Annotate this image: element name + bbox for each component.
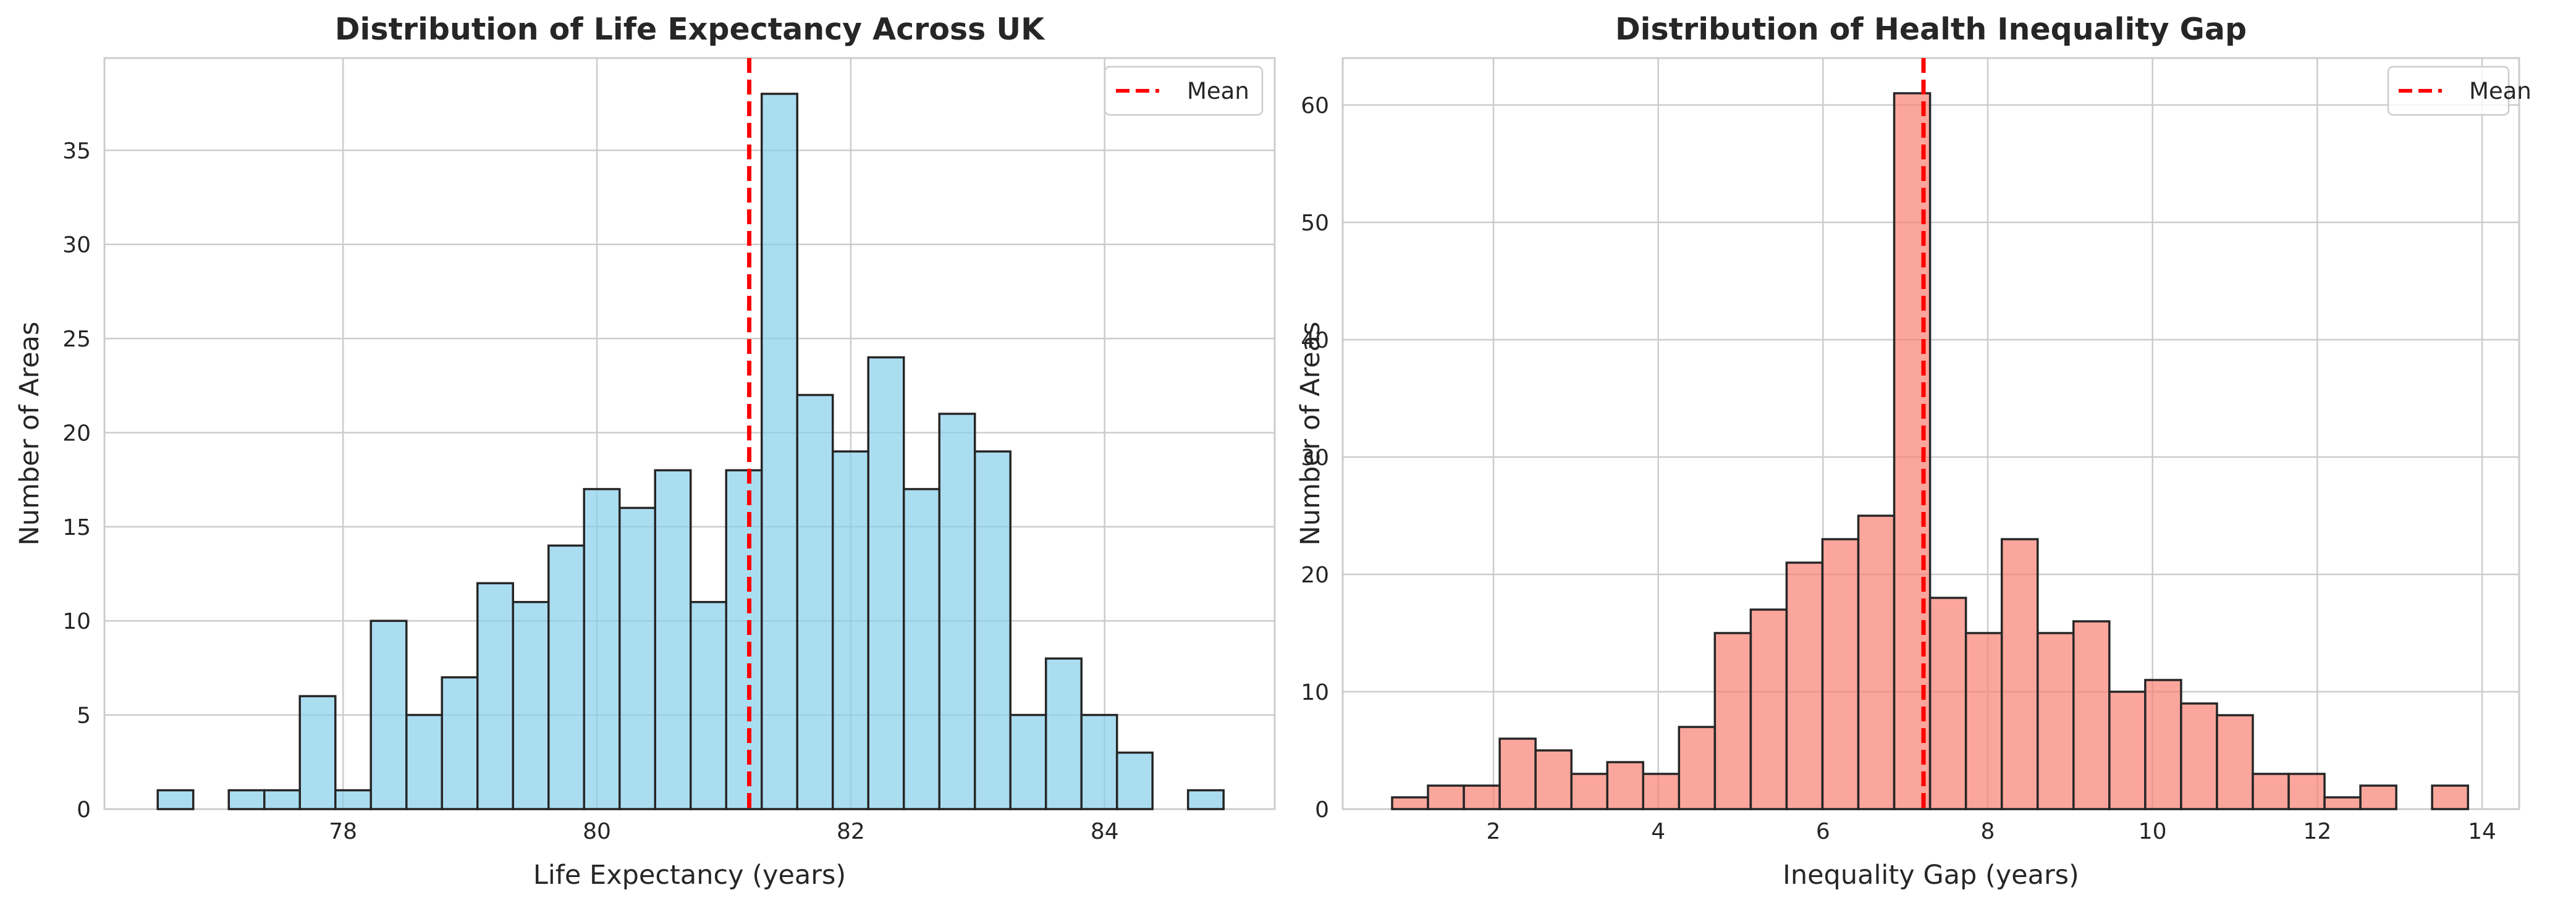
histogram-bar [1928,597,1967,810]
histogram-bar [441,676,479,810]
x-tick-label: 80 [583,819,611,844]
histogram-bar [831,450,869,810]
histogram-bar [1427,784,1465,810]
x-axis-label: Life Expectancy (years) [533,860,846,891]
histogram-bar [973,450,1011,810]
y-tick-label: 0 [77,797,91,823]
x-tick-label: 12 [2303,819,2331,844]
histogram-bar [1678,726,1717,810]
histogram-bar [2036,632,2075,810]
y-tick-label: 25 [62,327,91,352]
y-tick-label: 30 [1301,445,1329,471]
x-tick-label: 8 [1981,819,1995,844]
histogram-bar [1186,789,1225,810]
histogram-bar [1498,737,1537,810]
histogram-bar [405,713,444,810]
histogram-bar [2072,620,2111,810]
histogram-bar [1713,632,1752,810]
histogram-bar [1642,773,1681,810]
histogram-bar [2287,773,2326,810]
histogram-bar [2000,538,2039,810]
y-tick-label: 50 [1301,211,1329,236]
histogram-bar [334,789,373,810]
histogram-bar [156,789,195,810]
histogram-bar [1391,796,1429,810]
y-tick-label: 15 [62,515,91,540]
histogram-bar [1785,561,1824,810]
histogram-bar [796,393,834,810]
histogram-bar [867,356,905,810]
y-tick-label: 60 [1301,93,1329,119]
histogram-bar [619,506,656,810]
y-axis-label: Number of Areas [1295,322,1326,546]
histogram-bar [476,582,515,810]
x-axis-label: Inequality Gap (years) [1783,860,2079,891]
life-expectancy-histogram: Distribution of Life Expectancy Across U… [14,12,1276,891]
y-tick-label: 40 [1301,328,1329,353]
histogram-bar [2108,691,2147,810]
x-tick-label: 2 [1487,819,1501,844]
histogram-bar [2431,784,2469,810]
histogram-bar [1534,749,1573,810]
histogram-bar [1570,773,1608,810]
histogram-bar [689,601,727,810]
x-tick-label: 78 [329,819,357,844]
histogram-bar [263,789,302,810]
y-tick-label: 10 [62,609,91,634]
chart-title: Distribution of Life Expectancy Across U… [335,12,1045,47]
histogram-bar [1044,657,1083,810]
histogram-bar [2144,679,2182,810]
histogram-bar [1115,751,1154,810]
legend-box [2387,65,2510,116]
x-tick-label: 14 [2468,819,2496,844]
legend-mean-label: Mean [1187,78,1249,104]
inequality-gap-histogram: Distribution of Health Inequality Gap 2 4… [1295,12,2532,891]
histogram-bar [902,488,940,810]
chart-title: Distribution of Health Inequality Gap [1615,12,2247,47]
histogram-bar [1606,761,1645,810]
y-tick-label: 20 [1301,563,1329,588]
histogram-bar [2180,702,2218,810]
x-tick-label: 84 [1091,819,1119,844]
histogram-bar [298,695,337,810]
histogram-bar [2252,773,2290,810]
histogram-bar [1964,632,2003,810]
x-tick-label: 6 [1816,819,1830,844]
y-tick-label: 0 [1315,797,1329,823]
y-tick-label: 30 [62,233,91,258]
y-tick-label: 10 [1301,680,1329,705]
histogram-bar [2359,784,2397,810]
histogram-bar [654,469,692,810]
x-tick-label: 82 [837,819,865,844]
histogram-bar [725,469,763,810]
histogram-bar [938,413,976,810]
histogram-bar [1749,608,1788,810]
histogram-bar [760,93,798,810]
histogram-bar [583,488,621,810]
legend: Mean [1104,65,1264,116]
x-tick-label: 10 [2139,819,2167,844]
histogram-bar [227,789,266,810]
y-tick-label: 5 [77,703,91,729]
y-tick-label: 35 [62,138,91,164]
histogram-bar [1080,713,1118,810]
histogram-bar [1463,784,1501,810]
histogram-bar [547,544,586,810]
histogram-bar [1009,713,1047,810]
histogram-bar [2216,714,2254,810]
histogram-bar [512,601,550,810]
x-tick-label: 4 [1651,819,1665,844]
legend-mean-label: Mean [2469,78,2532,104]
histogram-bar [2323,796,2362,810]
histogram-bar [1857,514,1896,810]
histogram-bar [1821,538,1860,810]
legend: Mean [2387,65,2532,116]
histogram-bar [370,619,408,810]
legend-box [1104,65,1264,116]
y-tick-label: 20 [62,421,91,446]
y-axis-label: Number of Areas [14,322,45,546]
